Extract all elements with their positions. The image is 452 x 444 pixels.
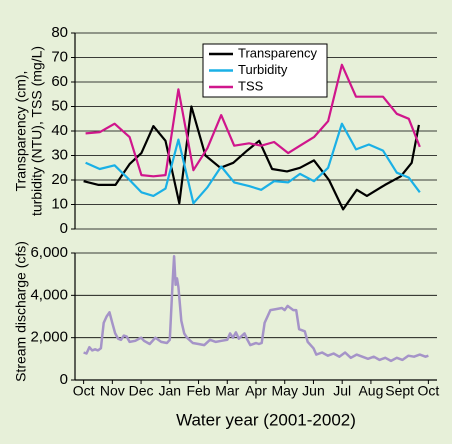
legend-label: Turbidity	[238, 62, 288, 77]
y-axis-label: Transparency (cm),	[13, 71, 29, 192]
y-axis-label: turbidity (NTU), TSS (mg/L)	[29, 46, 45, 216]
series-line	[83, 254, 429, 363]
y-tick-label: 10	[51, 195, 68, 212]
series-line	[85, 122, 421, 205]
y-tick-label: 60	[51, 73, 68, 90]
x-tick-label: Oct	[73, 383, 95, 399]
x-tick-label: Oct	[417, 383, 439, 399]
x-tick-label: Mar	[215, 383, 239, 399]
y-axis-label: Stream discharge (cfs)	[13, 241, 29, 382]
y-tick-label: 20	[51, 171, 68, 188]
legend-label: TSS	[238, 78, 264, 93]
series-line	[83, 105, 420, 211]
y-tick-label: 6,000	[30, 244, 68, 261]
x-tick-label: Nov	[100, 383, 125, 399]
y-tick-label: 30	[51, 146, 68, 163]
y-tick-label: 80	[51, 24, 68, 41]
x-tick-label: Dec	[129, 383, 154, 399]
x-tick-label: Apr	[245, 383, 267, 399]
y-tick-label: 0	[60, 371, 68, 388]
y-tick-label: 40	[51, 122, 68, 139]
x-tick-label: Jan	[159, 383, 182, 399]
y-tick-label: 2,000	[30, 329, 68, 346]
y-tick-label: 4,000	[30, 286, 68, 303]
y-tick-label: 70	[51, 48, 68, 65]
x-axis-label: Water year (2001-2002)	[176, 410, 356, 429]
legend-label: Transparency	[238, 45, 317, 60]
x-tick-label: Aug	[358, 383, 383, 399]
x-tick-label: Jun	[302, 383, 325, 399]
series-line	[85, 63, 421, 178]
x-tick-label: Jul	[333, 383, 351, 399]
x-tick-label: May	[272, 383, 298, 399]
y-tick-label: 50	[51, 97, 68, 114]
x-tick-label: Feb	[186, 383, 210, 399]
y-tick-label: 0	[60, 220, 68, 237]
x-tick-label: Sept	[385, 383, 414, 399]
